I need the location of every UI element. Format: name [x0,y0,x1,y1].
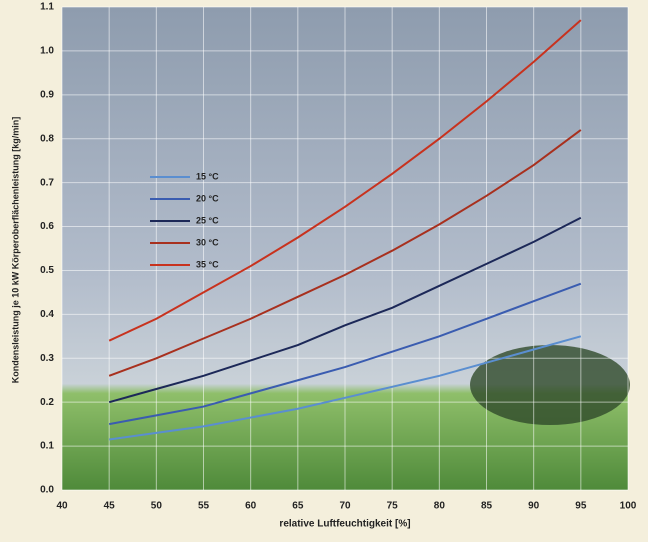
y-tick-label: 1.0 [40,46,54,57]
y-tick-label: 0.1 [40,441,54,452]
series-line [108,19,582,342]
y-axis-label: Kondensleistung je 10 kW Körperoberfläch… [10,117,20,384]
series-line [108,129,582,377]
x-tick-label: 50 [151,501,163,512]
y-tick-label: 0.3 [40,353,54,364]
y-tick-label: 0.4 [40,309,54,320]
y-tick-label: 0.2 [40,397,54,408]
x-tick-label: 90 [528,501,540,512]
x-tick-label: 95 [575,501,587,512]
legend-label: 15 °C [196,171,219,181]
legend-label: 30 °C [196,237,219,247]
x-tick-label: 45 [104,501,116,512]
x-axis-label: relative Luftfeuchtigkeit [%] [279,519,410,530]
x-tick-label: 75 [387,501,399,512]
x-tick-label: 85 [481,501,493,512]
y-tick-label: 1.1 [40,2,54,13]
x-tick-label: 100 [620,501,637,512]
y-tick-label: 0.9 [40,89,54,100]
y-tick-label: 0.8 [40,133,54,144]
series-line [108,282,582,426]
x-tick-label: 65 [292,501,304,512]
series-line [109,335,582,441]
y-tick-label: 0.7 [40,177,54,188]
legend-label: 25 °C [196,215,219,225]
x-tick-label: 60 [245,501,257,512]
x-tick-label: 80 [434,501,446,512]
x-tick-label: 40 [56,501,68,512]
x-tick-label: 55 [198,501,210,512]
legend-label: 35 °C [196,259,219,269]
y-tick-label: 0.0 [40,485,54,496]
trees [470,345,630,425]
legend-label: 20 °C [196,193,219,203]
series-line [108,216,582,404]
y-tick-label: 0.6 [40,221,54,232]
y-tick-label: 0.5 [40,265,54,276]
x-tick-label: 70 [339,501,351,512]
